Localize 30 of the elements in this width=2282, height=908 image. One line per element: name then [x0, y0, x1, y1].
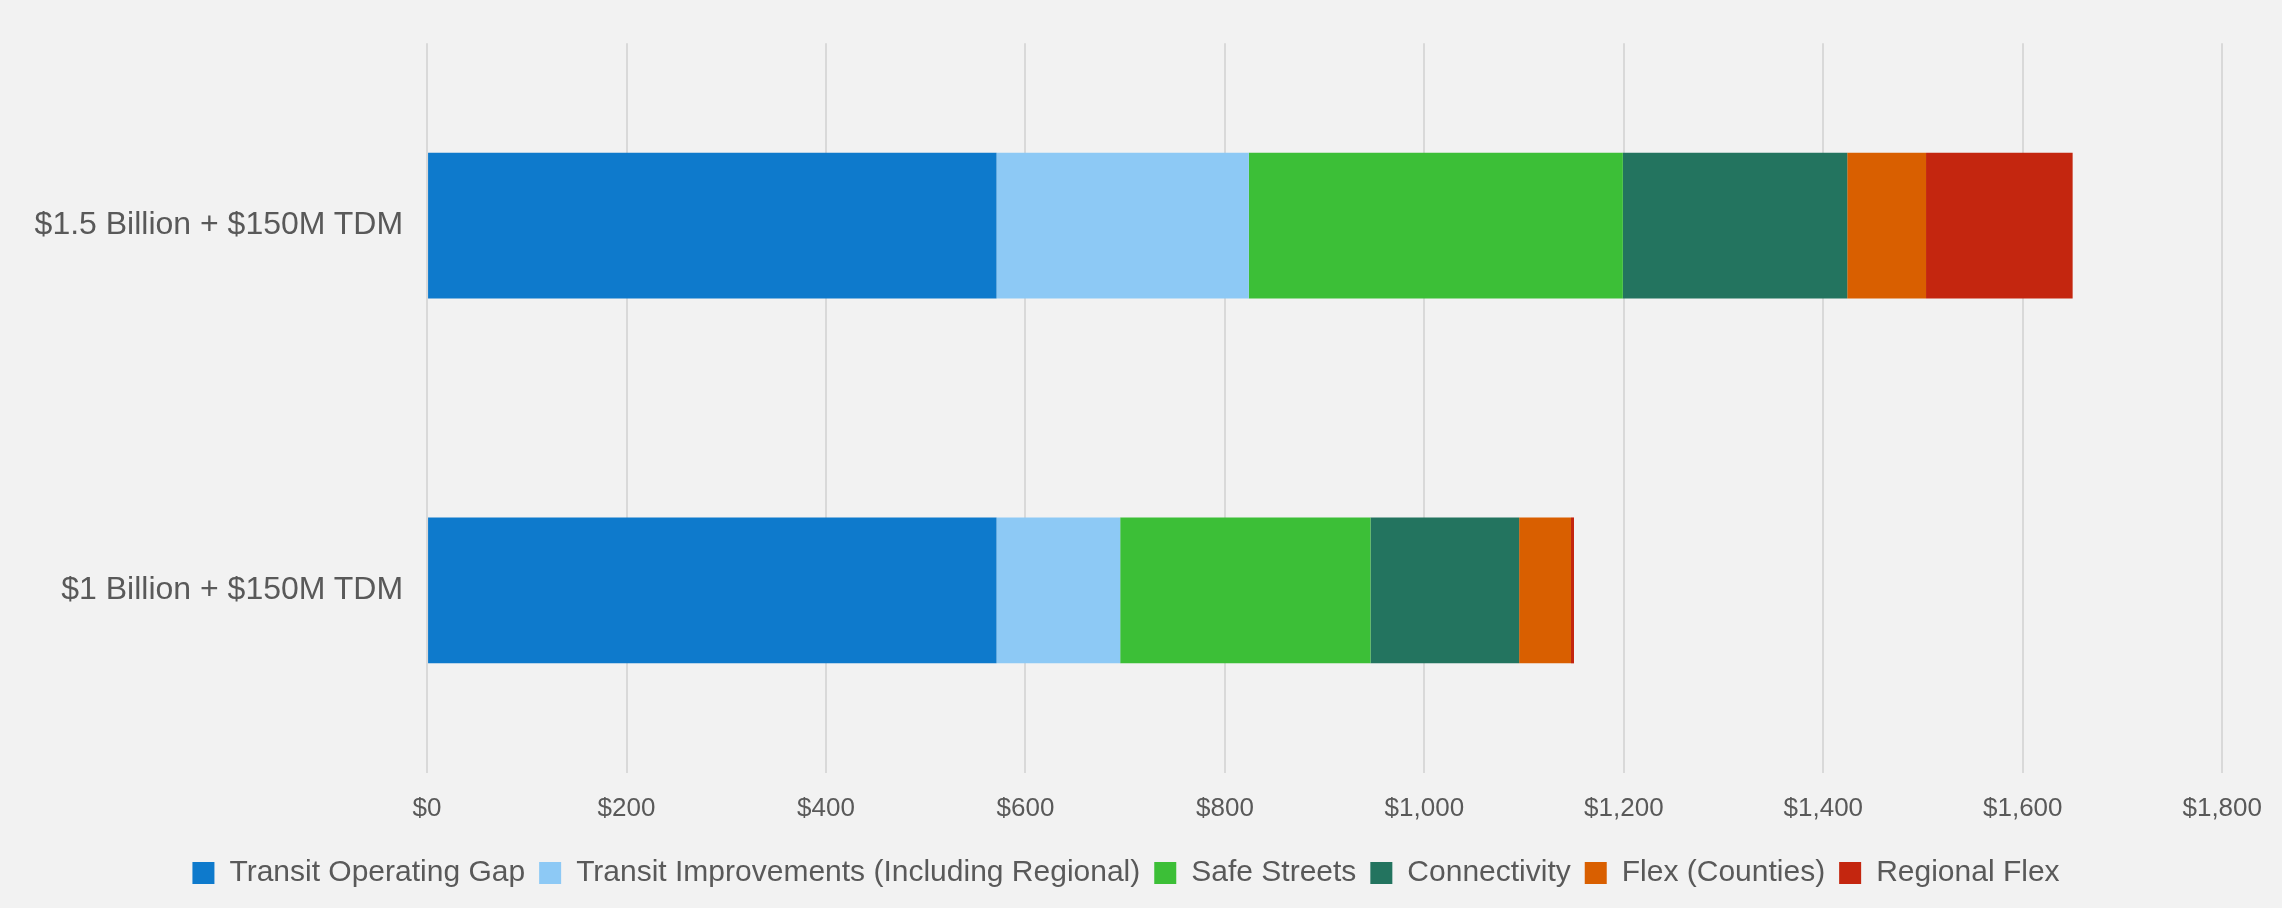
x-tick-label: $400	[797, 791, 855, 822]
bar	[428, 517, 997, 664]
x-tick-label: $200	[597, 791, 656, 822]
x-tick-label: $1,400	[1783, 791, 1864, 822]
legend-label: Connectivity	[1407, 854, 1571, 888]
bar	[996, 517, 1121, 664]
bar	[428, 152, 997, 299]
legend-label: Regional Flex	[1876, 854, 2060, 888]
x-tick-label: $600	[996, 791, 1055, 822]
x-tick-label: $1,600	[1983, 791, 2063, 822]
x-tick-label: $1,000	[1384, 791, 1465, 822]
bar	[1519, 517, 1571, 664]
bar	[1926, 152, 2073, 299]
x-tick-label: $0	[412, 791, 442, 822]
bar	[1370, 517, 1520, 664]
x-tick-label: $1,800	[2182, 791, 2262, 822]
legend-label: Flex (Counties)	[1621, 854, 1826, 888]
bar	[1622, 152, 1848, 299]
bar	[996, 152, 1249, 299]
y-tick-label: $1.5 Billion + $150M TDM	[34, 205, 404, 242]
bar	[1847, 152, 1927, 299]
legend-label: Transit Operating Gap	[229, 854, 526, 888]
bar	[1570, 517, 1574, 664]
x-tick-label: $1,200	[1584, 791, 1664, 822]
legend-label: Transit Improvements (Including Regional)	[576, 854, 1141, 888]
y-tick-label: $1 Billion + $150M TDM	[61, 570, 404, 607]
bar	[1120, 517, 1371, 664]
legend-label: Safe Streets	[1191, 854, 1357, 888]
x-tick-label: $800	[1196, 791, 1254, 822]
bar	[1248, 152, 1623, 299]
